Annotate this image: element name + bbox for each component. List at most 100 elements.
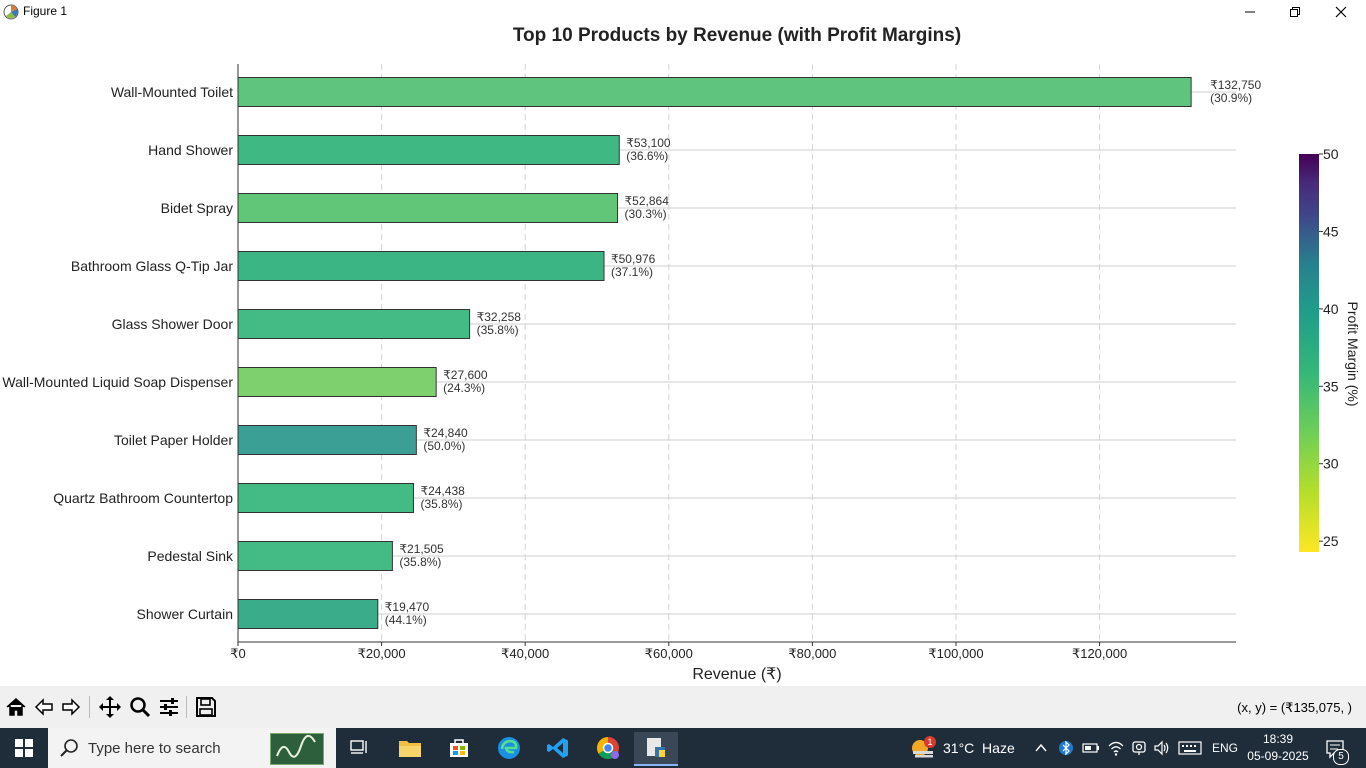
colorbar (1299, 154, 1319, 552)
task-view-icon (350, 740, 367, 754)
speaker-icon[interactable] (1153, 739, 1171, 757)
value-label: ₹50,976 (611, 252, 656, 266)
maximize-button[interactable] (1272, 0, 1318, 24)
value-label: ₹21,505 (399, 542, 444, 556)
value-label: ₹132,750 (1210, 78, 1261, 92)
category-label: Hand Shower (148, 142, 233, 158)
forward-icon (62, 698, 81, 716)
file-explorer-button[interactable] (388, 732, 432, 764)
x-tick-label: ₹80,000 (788, 646, 836, 661)
bar-3 (237, 193, 619, 223)
value-label: ₹52,864 (625, 194, 670, 208)
vscode-icon (547, 738, 568, 758)
value-label: ₹32,258 (477, 310, 522, 324)
toolbar-divider (186, 696, 187, 718)
zoom-button[interactable] (127, 694, 153, 720)
stock-chart-icon (276, 735, 316, 758)
margin-label: (35.8%) (399, 555, 441, 569)
bar-5 (237, 309, 471, 339)
bar-4 (237, 251, 605, 281)
category-label: Wall-Mounted Toilet (111, 84, 233, 100)
pan-button[interactable] (97, 694, 123, 720)
home-button[interactable] (3, 694, 29, 720)
matplotlib-app-icon (3, 4, 19, 20)
category-label: Bidet Spray (161, 200, 233, 216)
margin-label: (24.3%) (443, 381, 485, 395)
category-label: Toilet Paper Holder (114, 432, 233, 448)
labels-layer: Wall-Mounted Toilet ₹132,750(30.9%) Hand S… (2, 78, 1261, 627)
colorbar-tick-label: 35 (1323, 378, 1339, 394)
pan-icon (99, 696, 121, 718)
colorbar-tick-label: 45 (1323, 223, 1339, 239)
webcam-icon[interactable] (1131, 739, 1147, 757)
back-button[interactable] (31, 694, 57, 720)
value-label: ₹53,100 (626, 136, 671, 150)
back-icon (34, 698, 53, 716)
colorbar-tick-label: 40 (1323, 301, 1339, 317)
start-button[interactable] (0, 728, 48, 768)
bar-9 (237, 541, 393, 571)
category-label: Quartz Bathroom Countertop (53, 490, 233, 506)
minimize-button[interactable] (1227, 0, 1273, 24)
colorbar-label: Profit Margin (%) (1345, 301, 1361, 406)
margin-label: (44.1%) (385, 613, 427, 627)
store-button[interactable] (437, 732, 481, 764)
battery-icon[interactable] (1082, 740, 1100, 756)
search-icon (60, 739, 78, 757)
weather-text[interactable]: 31°C Haze (943, 740, 1015, 756)
close-icon (1335, 6, 1347, 18)
category-label: Shower Curtain (137, 606, 234, 622)
margin-label: (50.0%) (423, 439, 465, 453)
chrome-button[interactable] (586, 732, 630, 764)
configure-icon (160, 698, 178, 716)
x-tick-label: ₹60,000 (645, 646, 693, 661)
clock-time[interactable]: 18:39 (1262, 732, 1294, 746)
colorbar-tick-label: 25 (1323, 533, 1339, 549)
clock-date[interactable]: 05-09-2025 (1247, 749, 1309, 763)
x-tick-label: ₹20,000 (358, 646, 406, 661)
bar-2 (237, 135, 620, 165)
bar-8 (237, 483, 414, 513)
bar-6 (237, 367, 437, 397)
configure-button[interactable] (156, 694, 182, 720)
figure-window: Figure 1 Top 10 Products by Revenue (wit… (0, 0, 1366, 728)
category-label: Bathroom Glass Q-Tip Jar (71, 258, 233, 274)
windows-taskbar: Type here to search 1 31°C Haze ENG 18:3… (0, 728, 1366, 768)
edge-button[interactable] (487, 732, 531, 764)
windows-logo-icon (15, 739, 33, 757)
language-indicator[interactable]: ENG (1212, 741, 1239, 755)
colorbar-tick-label: 30 (1323, 456, 1339, 472)
keyboard-icon[interactable] (1178, 740, 1202, 756)
grid-layer (377, 64, 1236, 642)
save-button[interactable] (193, 694, 219, 720)
search-placeholder: Type here to search (88, 740, 221, 757)
x-tick-label: ₹0 (230, 646, 246, 661)
bars-layer (237, 77, 1192, 629)
category-label: Glass Shower Door (112, 316, 234, 332)
close-button[interactable] (1318, 0, 1364, 24)
zoom-icon (130, 697, 151, 718)
plot-area[interactable]: Top 10 Products by Revenue (with Profit … (0, 24, 1366, 686)
minimize-icon (1245, 11, 1255, 13)
x-tick-label: ₹120,000 (1072, 646, 1127, 661)
colorbar-tick-label: 50 (1323, 146, 1339, 162)
vscode-button[interactable] (536, 732, 580, 764)
chrome-icon (597, 737, 619, 759)
x-tick-label: ₹100,000 (928, 646, 983, 661)
chevron-up-icon[interactable] (1034, 741, 1048, 755)
task-view-button[interactable] (338, 732, 382, 764)
window-title: Figure 1 (23, 4, 68, 18)
forward-button[interactable] (58, 694, 84, 720)
margin-label: (36.6%) (626, 149, 668, 163)
weather-alert-badge: 1 (924, 736, 936, 748)
python-figure-button[interactable] (634, 732, 678, 766)
bluetooth-icon[interactable] (1059, 739, 1073, 757)
taskbar-search-box[interactable]: Type here to search (48, 728, 336, 768)
margin-label: (35.8%) (420, 497, 462, 511)
cursor-coordinates: (x, y) = (₹135,075, ) (1237, 700, 1352, 715)
margin-label: (30.9%) (1210, 91, 1252, 105)
notification-count-badge: 5 (1333, 749, 1349, 765)
value-label: ₹19,470 (385, 600, 430, 614)
wifi-icon[interactable] (1107, 739, 1125, 757)
bar-7 (237, 425, 417, 455)
